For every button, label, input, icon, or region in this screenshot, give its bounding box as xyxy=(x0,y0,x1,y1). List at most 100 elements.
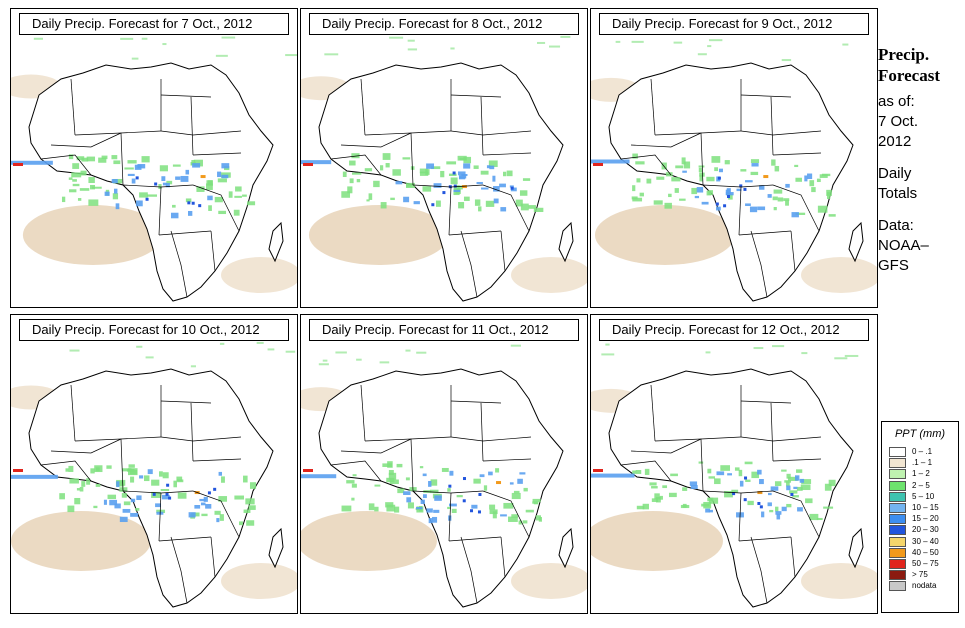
legend-item: 5 – 10 xyxy=(889,491,958,503)
legend-item: 30 – 40 xyxy=(889,536,958,548)
precip-cell-blue xyxy=(499,183,506,188)
precip-cell-green xyxy=(532,501,538,504)
precip-cell-north xyxy=(219,342,225,345)
country-border xyxy=(500,536,506,578)
precip-cell-north xyxy=(842,43,849,46)
precip-cell-green xyxy=(632,470,637,474)
precip-map xyxy=(11,341,297,608)
country-border xyxy=(482,436,532,442)
legend-label: 5 – 10 xyxy=(912,491,935,501)
as-of-date-line1: 7 Oct. xyxy=(878,113,919,130)
precip-cell-north xyxy=(145,356,154,359)
precip-cell-north xyxy=(705,351,711,354)
precip-cell-green xyxy=(243,509,251,513)
precip-cell-green xyxy=(632,153,638,159)
precip-cell-green xyxy=(233,209,240,216)
precip-cell-green xyxy=(368,503,375,511)
precip-cell-blue xyxy=(461,173,468,177)
precip-cell-green xyxy=(519,190,528,196)
country-border xyxy=(482,130,532,136)
precip-cell-north xyxy=(631,40,644,43)
precip-cell-green xyxy=(115,481,124,487)
panel-title: Daily Precip. Forecast for 11 Oct., 2012 xyxy=(309,319,579,341)
country-border xyxy=(158,492,162,542)
precip-cell-green xyxy=(794,164,799,168)
panel: Daily Precip. Forecast for 8 Oct., 2012 xyxy=(300,8,588,308)
side-title-line2: Forecast xyxy=(878,66,940,85)
precip-cell-green xyxy=(698,165,705,168)
precip-cell-blue xyxy=(109,499,118,506)
precip-cell-blue xyxy=(457,171,466,176)
precip-cell-green xyxy=(159,471,163,477)
precip-cell-green xyxy=(731,489,739,493)
precip-cell-green xyxy=(488,160,498,167)
precip-cell-green xyxy=(160,488,170,491)
precip-cell-green xyxy=(456,495,463,498)
precip-cell-green xyxy=(191,160,196,166)
precip-cell-green xyxy=(744,461,753,465)
precip-cell-blue xyxy=(736,188,742,192)
country-border xyxy=(450,436,484,442)
precip-cell-green xyxy=(708,476,715,479)
legend-item: 2 – 5 xyxy=(889,480,958,492)
precip-cell-green xyxy=(349,160,356,166)
country-border xyxy=(158,536,212,542)
precip-cell-green xyxy=(385,163,390,168)
precip-cell-blue xyxy=(130,498,136,503)
precip-cell-green xyxy=(74,497,81,505)
precip-cell-darkblue xyxy=(510,186,514,190)
precip-cell-green xyxy=(141,156,150,163)
precip-cell-north xyxy=(801,352,808,355)
precip-cell-north xyxy=(708,39,723,42)
precip-cell-blue xyxy=(759,479,764,485)
precip-cell-green xyxy=(392,169,401,176)
precip-cell-green xyxy=(824,483,832,491)
precip-cell-blue xyxy=(203,496,208,502)
precip-cell-darkblue xyxy=(790,492,794,496)
precip-cell-blue xyxy=(463,163,471,169)
precip-cell-green xyxy=(492,511,497,519)
precip-cell-north xyxy=(324,53,339,56)
precip-cell-blue xyxy=(716,206,721,211)
precip-cell-green xyxy=(646,178,652,184)
precip-cell-blue xyxy=(155,503,161,508)
precip-cell-green xyxy=(805,498,813,504)
precip-map xyxy=(301,344,587,608)
precip-cell-green xyxy=(351,497,355,501)
precip-cell-blue xyxy=(500,207,507,212)
precip-cell-green xyxy=(242,194,247,197)
precip-cell-green xyxy=(86,478,91,485)
precip-cell-green xyxy=(811,187,816,193)
precip-cell-blue xyxy=(449,470,454,476)
precip-cell-green xyxy=(728,194,733,200)
precip-cell-darkblue xyxy=(145,197,149,201)
legend-swatch xyxy=(889,458,906,469)
precip-cell-blue xyxy=(147,469,153,475)
precip-cell-darkblue xyxy=(478,492,482,496)
precip-cell-green xyxy=(740,169,747,172)
precip-cell-blue xyxy=(749,206,758,213)
precip-cell-green xyxy=(364,168,373,172)
precip-heavy-cell xyxy=(13,163,23,166)
precip-cell-green xyxy=(706,176,715,182)
legend-item: 15 – 20 xyxy=(889,514,958,525)
precip-cell-north xyxy=(33,37,43,40)
precip-cell-green xyxy=(708,497,719,504)
country-border xyxy=(770,402,774,462)
precip-cell-green xyxy=(128,468,138,476)
precip-cell-green xyxy=(800,484,811,491)
precip-cell-green xyxy=(671,177,681,182)
precip-cell-darkblue xyxy=(727,195,731,199)
precip-heavy-cell xyxy=(757,491,763,495)
precip-cell-blue xyxy=(428,518,433,524)
legend-swatch xyxy=(889,480,906,491)
precip-cell-green xyxy=(394,506,400,513)
precip-cell-blue xyxy=(481,187,489,190)
precip-cell-green xyxy=(68,465,74,472)
precip-cell-green xyxy=(61,196,66,203)
precip-cell-green xyxy=(106,465,112,469)
as-of-label: as of: xyxy=(878,93,915,110)
precip-cell-green xyxy=(440,170,445,178)
precip-cell-green xyxy=(347,186,353,194)
